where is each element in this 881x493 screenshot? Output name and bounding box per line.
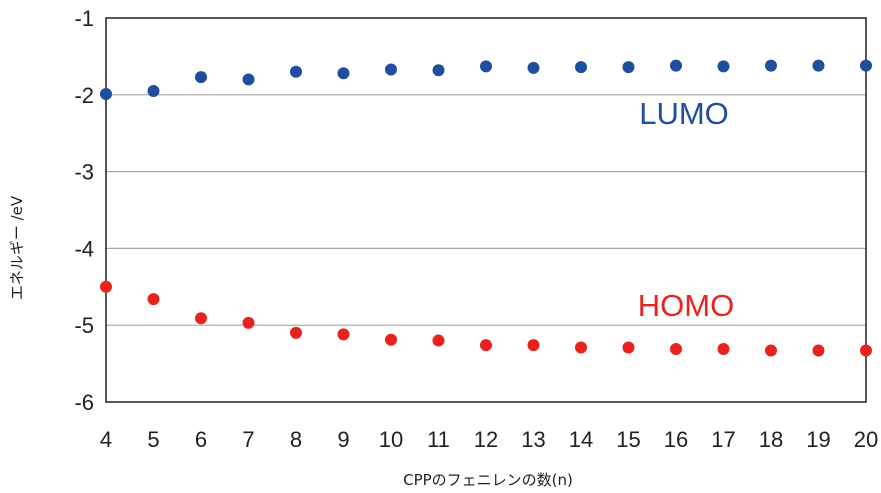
x-tick-label: 16 [664, 427, 688, 452]
data-point-lumo [290, 65, 302, 78]
data-point-lumo [527, 61, 540, 74]
x-axis-ticks: 4 5 6 7 8 9 10 11 12 13 14 15 16 17 18 19 20 [100, 427, 878, 452]
data-point-lumo [242, 73, 255, 86]
x-tick-label: 13 [521, 427, 545, 452]
data-point-homo [195, 312, 207, 325]
x-tick-label: 12 [474, 427, 498, 452]
x-tick-label: 7 [242, 427, 254, 452]
data-point-homo [765, 344, 777, 357]
y-axis-ticks: -1 -2 -3 -4 -5 -6 [74, 6, 94, 415]
x-tick-label: 11 [427, 427, 450, 452]
data-point-lumo [765, 59, 777, 72]
series-label-homo: HOMO [638, 288, 734, 323]
data-point-lumo [100, 88, 112, 101]
y-tick-label: -3 [74, 160, 94, 185]
data-point-homo [575, 341, 587, 354]
data-point-homo [812, 344, 825, 357]
data-point-homo [717, 343, 730, 356]
data-point-homo [480, 339, 492, 352]
data-point-homo [147, 293, 160, 306]
x-tick-label: 18 [759, 427, 783, 452]
plot-area-frame [105, 17, 867, 403]
x-tick-label: 9 [337, 427, 349, 452]
data-point-lumo [670, 59, 682, 72]
grid-lines [106, 94, 866, 326]
x-tick-label: 5 [147, 427, 159, 452]
x-tick-label: 14 [569, 427, 593, 452]
data-point-homo [432, 334, 445, 347]
data-point-homo [860, 344, 872, 357]
x-tick-label: 17 [711, 427, 735, 452]
data-point-lumo [717, 60, 730, 73]
x-tick-label: 10 [379, 427, 403, 452]
data-point-homo [385, 333, 397, 346]
series-label-lumo: LUMO [639, 96, 729, 131]
y-tick-label: -6 [74, 390, 94, 415]
y-tick-label: -1 [74, 6, 94, 31]
y-tick-label: -2 [74, 83, 94, 108]
data-point-lumo [575, 61, 587, 74]
x-tick-label: 6 [195, 427, 207, 452]
data-point-homo [622, 341, 635, 354]
x-tick-label: 19 [806, 427, 830, 452]
x-tick-label: 8 [290, 427, 302, 452]
data-point-homo [100, 280, 112, 293]
y-tick-label: -5 [74, 313, 94, 338]
data-point-lumo [860, 59, 872, 72]
data-point-homo [337, 328, 350, 341]
data-point-lumo [385, 63, 397, 76]
y-axis-label: エネルギー /eV [8, 195, 26, 300]
data-point-homo [290, 326, 302, 339]
data-point-lumo [147, 84, 160, 97]
x-tick-label: 4 [100, 427, 112, 452]
data-point-lumo [337, 67, 350, 80]
x-tick-label: 15 [616, 427, 640, 452]
data-point-lumo [432, 64, 445, 77]
data-point-lumo [480, 60, 492, 73]
data-point-homo [527, 339, 540, 352]
data-point-homo [242, 316, 255, 329]
x-axis-label: CPPのフェニレンの数(n) [403, 471, 573, 489]
data-point-lumo [195, 71, 207, 84]
data-point-lumo [622, 61, 635, 74]
x-tick-label: 20 [854, 427, 878, 452]
data-points [100, 59, 872, 357]
y-tick-label: -4 [74, 236, 94, 261]
data-point-homo [670, 343, 682, 356]
data-point-lumo [812, 59, 825, 72]
